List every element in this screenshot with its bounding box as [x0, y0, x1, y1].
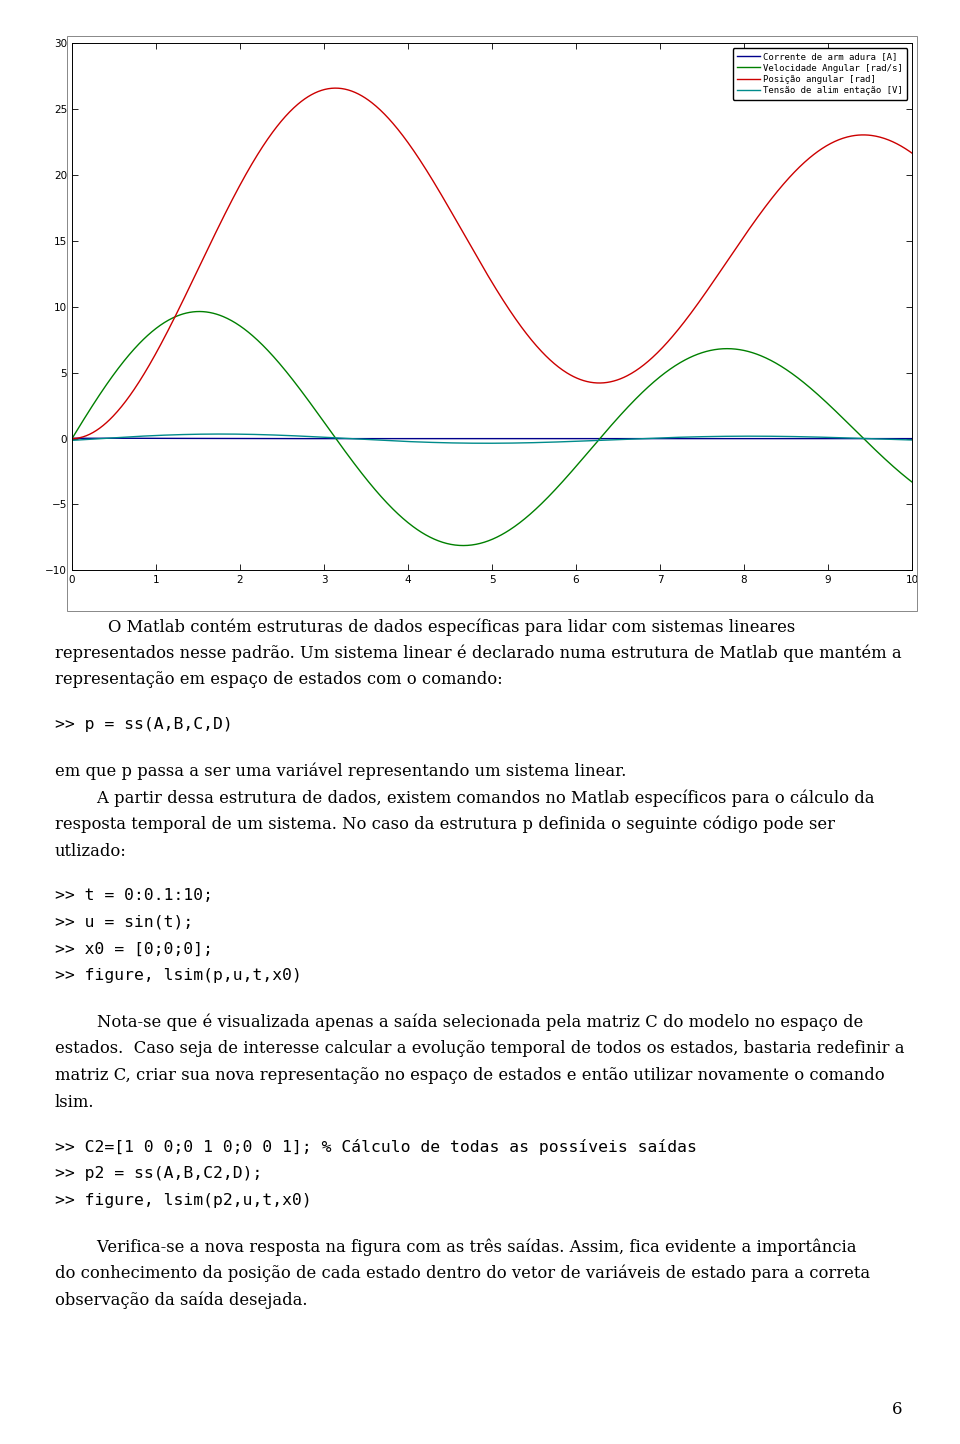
Text: >> figure, lsim(p,u,t,x0): >> figure, lsim(p,u,t,x0) — [55, 969, 301, 983]
Text: >> x0 = [0;0;0];: >> x0 = [0;0;0]; — [55, 941, 213, 956]
Text: >> u = sin(t);: >> u = sin(t); — [55, 915, 193, 930]
Text: do conhecimento da posição de cada estado dentro do vetor de variáveis de estado: do conhecimento da posição de cada estad… — [55, 1265, 870, 1282]
Text: A partir dessa estrutura de dados, existem comandos no Matlab específicos para o: A partir dessa estrutura de dados, exist… — [55, 788, 875, 807]
Text: em que p passa a ser uma variável representando um sistema linear.: em que p passa a ser uma variável repres… — [55, 762, 626, 780]
Text: >> p2 = ss(A,B,C2,D);: >> p2 = ss(A,B,C2,D); — [55, 1167, 262, 1181]
Text: O Matlab contém estruturas de dados específicas para lidar com sistemas lineares: O Matlab contém estruturas de dados espe… — [108, 618, 795, 635]
Legend: Corrente de arm adura [A], Velocidade Angular [rad/s], Posição angular [rad], Te: Corrente de arm adura [A], Velocidade An… — [732, 48, 907, 100]
Text: representados nesse padrão. Um sistema linear é declarado numa estrutura de Matl: representados nesse padrão. Um sistema l… — [55, 644, 901, 663]
Text: observação da saída desejada.: observação da saída desejada. — [55, 1292, 307, 1310]
Text: matriz C, criar sua nova representação no espaço de estados e então utilizar nov: matriz C, criar sua nova representação n… — [55, 1067, 884, 1084]
Text: estados.  Caso seja de interesse calcular a evolução temporal de todos os estado: estados. Caso seja de interesse calcular… — [55, 1041, 904, 1057]
Text: >> figure, lsim(p2,u,t,x0): >> figure, lsim(p2,u,t,x0) — [55, 1193, 311, 1207]
Text: Verifica-se a nova resposta na figura com as três saídas. Assim, fica evidente a: Verifica-se a nova resposta na figura co… — [55, 1239, 856, 1256]
Text: Nota-se que é visualizada apenas a saída selecionada pela matriz C do modelo no : Nota-se que é visualizada apenas a saída… — [55, 1014, 863, 1031]
Text: utlizado:: utlizado: — [55, 843, 127, 859]
Text: representação em espaço de estados com o comando:: representação em espaço de estados com o… — [55, 671, 502, 689]
Text: resposta temporal de um sistema. No caso da estrutura p definida o seguinte códi: resposta temporal de um sistema. No caso… — [55, 816, 835, 833]
Text: >> C2=[1 0 0;0 1 0;0 0 1]; % Cálculo de todas as possíveis saídas: >> C2=[1 0 0;0 1 0;0 0 1]; % Cálculo de … — [55, 1139, 697, 1155]
Text: lsim.: lsim. — [55, 1095, 94, 1110]
Text: 6: 6 — [893, 1401, 902, 1418]
Text: >> p = ss(A,B,C,D): >> p = ss(A,B,C,D) — [55, 716, 232, 732]
Text: >> t = 0:0.1:10;: >> t = 0:0.1:10; — [55, 888, 213, 902]
